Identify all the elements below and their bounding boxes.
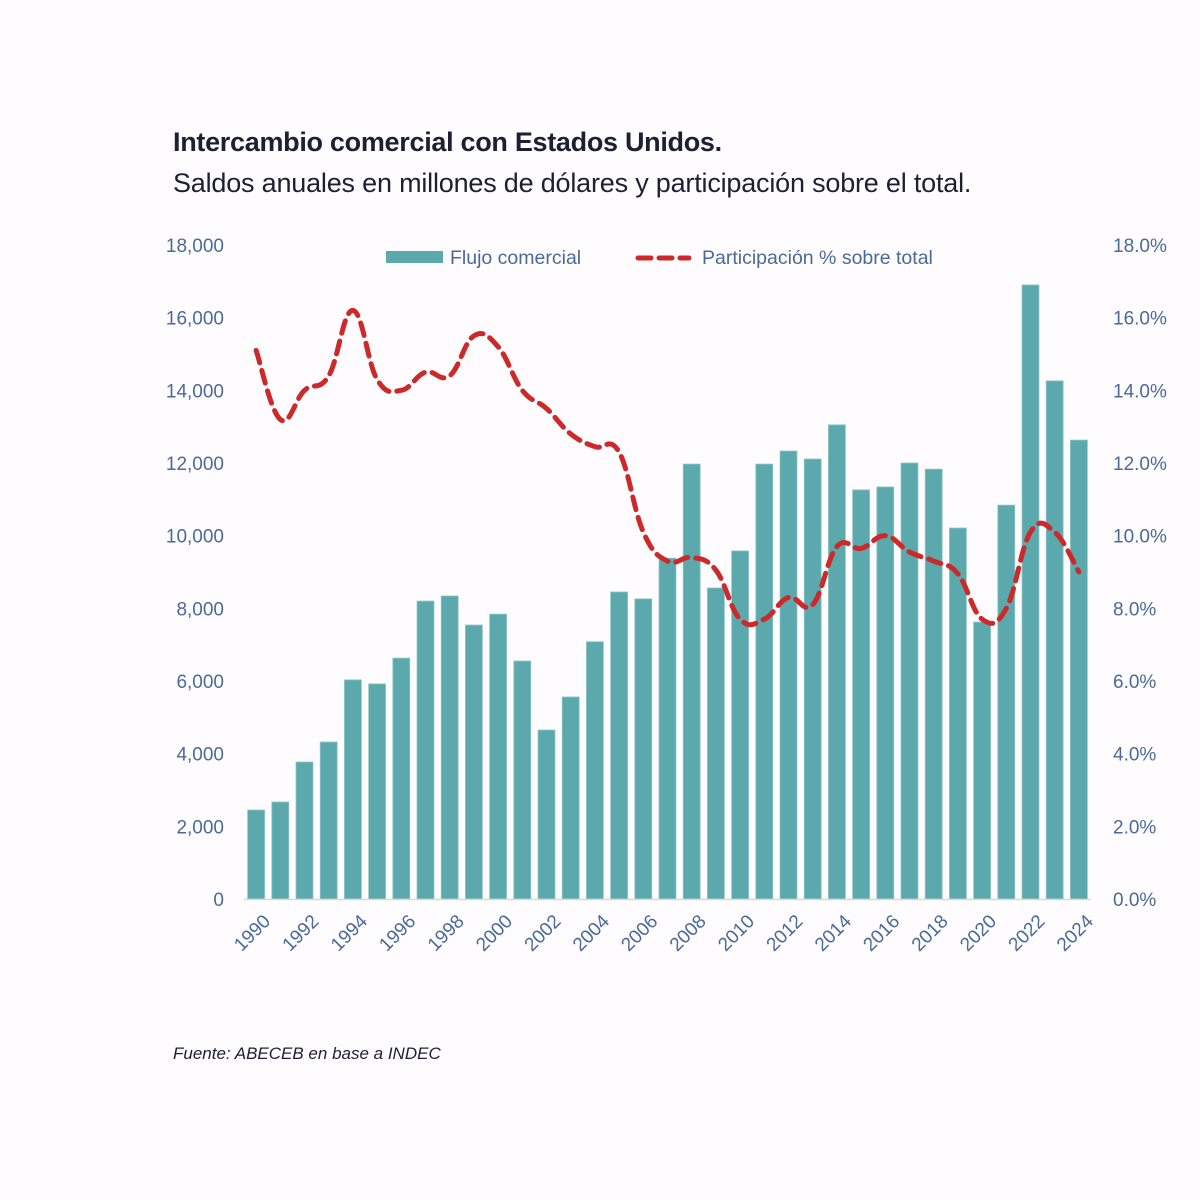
bar-2015 — [852, 489, 870, 900]
bar-2017 — [900, 462, 919, 900]
bar-2013 — [803, 458, 822, 900]
bar-2021 — [997, 504, 1016, 900]
bar-2008 — [682, 463, 701, 900]
bar-1995 — [368, 683, 386, 900]
x-axis: 1990 1992 1994 1996 1998 2000 2002 2004 2006 2008… — [230, 911, 1098, 956]
legend-swatch-flujo-comercial — [386, 251, 443, 263]
bar-2001 — [513, 660, 532, 900]
bar-2020 — [973, 621, 991, 900]
bar-2009 — [707, 587, 725, 900]
bar-2024 — [1070, 439, 1088, 900]
bar-1996 — [392, 657, 411, 900]
bar-1997 — [416, 600, 435, 900]
x-axis-tick-label: 2022 — [1005, 911, 1050, 956]
bar-2014 — [828, 424, 846, 900]
line-series-participacion — [253, 307, 1082, 628]
bar-2018 — [924, 468, 943, 900]
bar-1991 — [271, 801, 290, 900]
x-axis-tick-label: 1994 — [327, 911, 372, 956]
right-axis-tick-label: 0.0% — [1113, 890, 1156, 911]
left-axis-tick-label: 12,000 — [166, 454, 224, 475]
legend-label-participacion: Participación % sobre total — [702, 247, 933, 269]
bar-2011 — [755, 463, 774, 900]
x-axis-tick-label: 2018 — [908, 911, 953, 956]
x-axis-tick-label: 1996 — [375, 911, 420, 956]
chart-title: Intercambio comercial con Estados Unidos… — [173, 127, 722, 157]
left-axis-tick-label: 18,000 — [166, 236, 224, 257]
right-axis: 0.0% 2.0% 4.0% 6.0% 8.0% 10.0% 12.0% 14.0% 16.0%… — [1113, 236, 1167, 911]
right-axis-tick-label: 10.0% — [1113, 527, 1167, 548]
left-axis-tick-label: 8,000 — [176, 599, 224, 620]
bar-2007 — [658, 557, 677, 900]
bar-2010 — [731, 550, 749, 900]
x-axis-tick-label: 2008 — [666, 911, 711, 956]
chart-subtitle: Saldos anuales en millones de dólares y … — [173, 168, 972, 198]
x-axis-tick-label: 2004 — [569, 911, 614, 956]
bar-2005 — [610, 591, 628, 900]
bar-1992 — [295, 761, 314, 900]
bar-2023 — [1045, 380, 1064, 900]
right-axis-tick-label: 6.0% — [1113, 672, 1156, 693]
right-axis-tick-label: 12.0% — [1113, 454, 1167, 475]
right-axis-tick-label: 2.0% — [1113, 817, 1156, 838]
left-axis: 0 2,000 4,000 6,000 8,000 10,000 12,000 14,000 1… — [166, 236, 224, 911]
x-axis-tick-label: 2020 — [956, 911, 1001, 956]
bar-1999 — [465, 624, 483, 900]
bar-1993 — [319, 741, 338, 900]
x-axis-tick-label: 2006 — [617, 911, 662, 956]
x-axis-tick-label: 2016 — [859, 911, 904, 956]
legend: Flujo comercial Participación % sobre to… — [386, 247, 933, 269]
right-axis-tick-label: 14.0% — [1113, 381, 1167, 402]
left-axis-tick-label: 14,000 — [166, 381, 224, 402]
left-axis-tick-label: 2,000 — [176, 817, 224, 838]
x-axis-tick-label: 2010 — [714, 911, 759, 956]
legend-label-flujo-comercial: Flujo comercial — [450, 247, 581, 269]
x-axis-tick-label: 1992 — [279, 911, 324, 956]
x-axis-tick-label: 2024 — [1053, 911, 1098, 956]
bar-1990 — [247, 809, 265, 900]
x-axis-tick-label: 1990 — [230, 911, 275, 956]
x-axis-tick-label: 2014 — [811, 911, 856, 956]
bar-1994 — [344, 679, 362, 900]
bar-2006 — [634, 598, 653, 900]
bar-2022 — [1021, 284, 1040, 900]
x-axis-tick-label: 1998 — [424, 911, 469, 956]
left-axis-tick-label: 6,000 — [176, 672, 224, 693]
right-axis-tick-label: 4.0% — [1113, 745, 1156, 766]
x-axis-tick-label: 2002 — [521, 911, 566, 956]
bar-1998 — [440, 595, 459, 900]
right-axis-tick-label: 18.0% — [1113, 236, 1167, 257]
bar-2012 — [779, 450, 798, 900]
bar-2004 — [586, 641, 604, 900]
x-axis-tick-label: 2012 — [763, 911, 808, 956]
left-axis-tick-label: 4,000 — [176, 745, 224, 766]
right-axis-tick-label: 16.0% — [1113, 309, 1167, 330]
bar-2000 — [489, 613, 507, 900]
right-axis-tick-label: 8.0% — [1113, 599, 1156, 620]
left-axis-tick-label: 0 — [213, 890, 224, 911]
x-axis-tick-label: 2000 — [472, 911, 517, 956]
bar-series-flujo-comercial — [247, 284, 1088, 900]
left-axis-tick-label: 16,000 — [166, 309, 224, 330]
bar-2002 — [537, 729, 556, 900]
source-note: Fuente: ABECEB en base a INDEC — [173, 1044, 441, 1063]
bar-2003 — [561, 696, 580, 900]
bar-2016 — [876, 486, 895, 900]
left-axis-tick-label: 10,000 — [166, 527, 224, 548]
